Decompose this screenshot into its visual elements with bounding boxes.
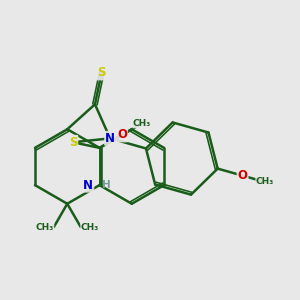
Text: S: S: [98, 67, 106, 80]
Text: CH₃: CH₃: [133, 119, 151, 128]
Text: O: O: [117, 128, 127, 141]
Text: O: O: [238, 169, 248, 182]
Text: H: H: [102, 180, 111, 190]
Text: S: S: [69, 136, 77, 149]
Text: N: N: [105, 132, 115, 145]
Text: CH₃: CH₃: [81, 223, 99, 232]
Text: N: N: [83, 178, 93, 192]
Text: CH₃: CH₃: [36, 223, 54, 232]
Text: CH₃: CH₃: [256, 177, 274, 186]
